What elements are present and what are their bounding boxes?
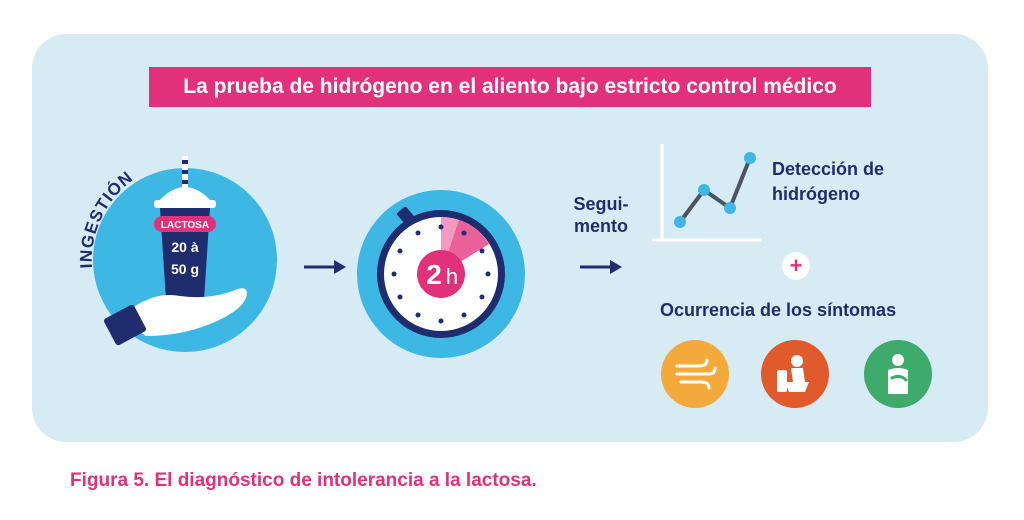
timer-ticks <box>391 224 491 324</box>
amount-line1: 20 à <box>171 239 198 255</box>
arrow-right-icon <box>304 260 346 274</box>
followup-line2: mento <box>574 216 628 236</box>
stopwatch-button-icon <box>397 206 415 226</box>
timer-illustration: 2 h <box>357 190 525 358</box>
followup-line1: Segui- <box>573 194 629 214</box>
ingestion-illustration: INGESTIÓN LACTOSA 20 à 50 g <box>77 156 277 352</box>
wind-icon <box>661 340 729 408</box>
lactosa-badge <box>154 216 216 232</box>
detection-line1: Detección de <box>772 159 885 179</box>
amount-line2: 50 g <box>171 261 199 277</box>
stomach-ache-icon <box>864 340 932 408</box>
hydrogen-graph-icon <box>652 144 762 242</box>
plus-icon: + <box>782 252 810 280</box>
toilet-icon <box>761 340 829 408</box>
symptoms-label: Ocurrencia de los síntomas <box>660 300 897 320</box>
straw-icon <box>182 156 188 190</box>
figure-caption: Figura 5. El diagnóstico de intolerancia… <box>70 470 537 491</box>
followup-label: Segui- mento <box>556 193 646 237</box>
timer-unit: h <box>446 264 458 289</box>
hand-icon <box>104 288 247 346</box>
lactosa-label: LACTOSA <box>161 220 209 231</box>
detection-label: Detección de hidrógeno <box>772 157 952 207</box>
detection-line2: hidrógeno <box>772 184 860 204</box>
arrow-right-icon <box>580 260 622 274</box>
timer-center-badge <box>417 250 465 298</box>
timer-number: 2 <box>426 259 442 290</box>
cup-lid-icon <box>158 187 212 202</box>
banner-title: La prueba de hidrógeno en el aliento baj… <box>149 67 871 107</box>
